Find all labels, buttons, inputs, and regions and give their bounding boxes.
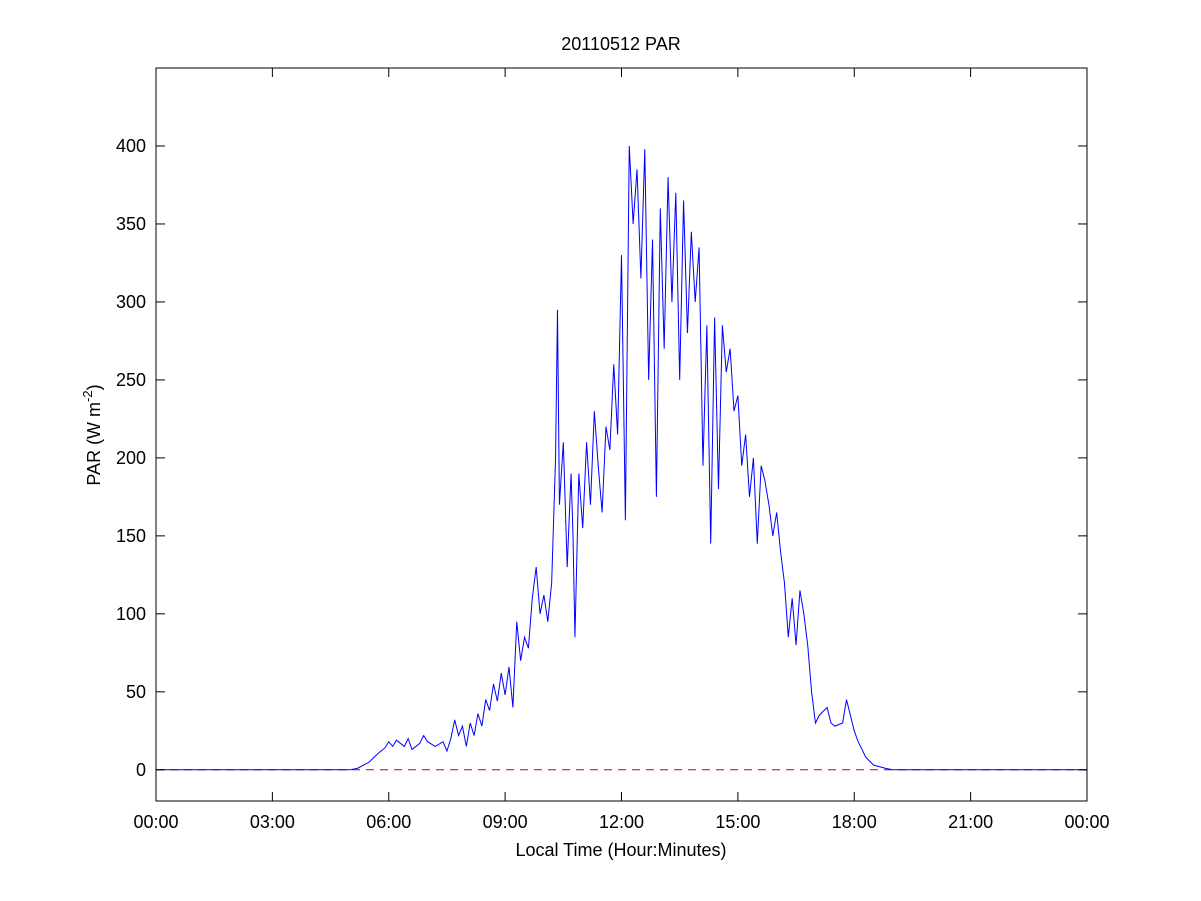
y-tick-label: 150 [116, 526, 146, 546]
x-tick-label: 15:00 [715, 812, 760, 832]
x-tick-label: 21:00 [948, 812, 993, 832]
y-axis-label: PAR (W m-2) [80, 384, 104, 485]
data-line [156, 145, 1087, 771]
y-label-end: ) [84, 384, 104, 390]
y-tick-label: 0 [136, 760, 146, 780]
x-tick-label: 06:00 [366, 812, 411, 832]
y-tick-label: 400 [116, 136, 146, 156]
x-tick-label: 00:00 [1064, 812, 1109, 832]
x-tick-label: 12:00 [599, 812, 644, 832]
x-tick-label: 00:00 [133, 812, 178, 832]
y-tick-label: 200 [116, 448, 146, 468]
x-tick-label: 03:00 [250, 812, 295, 832]
y-tick-label: 50 [126, 682, 146, 702]
y-tick-label: 350 [116, 214, 146, 234]
y-label-sup: -2 [80, 390, 95, 402]
x-tick-label: 09:00 [483, 812, 528, 832]
y-tick-label: 100 [116, 604, 146, 624]
x-tick-label: 18:00 [832, 812, 877, 832]
chart-title: 20110512 PAR [561, 34, 680, 54]
y-label-main: PAR (W m [84, 402, 104, 486]
y-tick-label: 300 [116, 292, 146, 312]
y-tick-label: 250 [116, 370, 146, 390]
x-axis-label: Local Time (Hour:Minutes) [515, 840, 726, 860]
